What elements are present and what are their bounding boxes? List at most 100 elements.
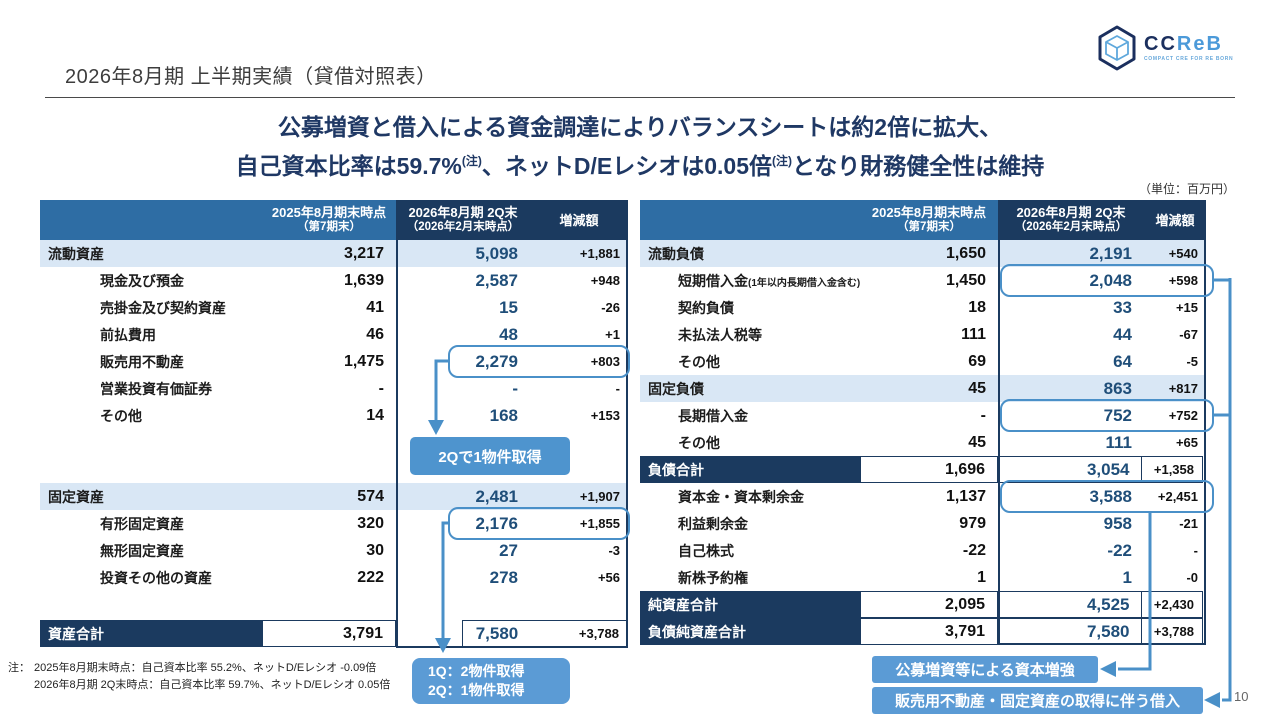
- value-2026: 2,587: [475, 270, 518, 290]
- value-2026: 64: [1113, 351, 1132, 371]
- column-header-2025-main: 2025年8月期末時点: [271, 205, 387, 220]
- table-row: 資本金・資本剰余金 1,137 3,588 +2,451: [640, 483, 1206, 510]
- value-diff: +817: [1168, 381, 1198, 396]
- table-row: 現金及び預金 1,639 2,587 +948: [40, 267, 628, 294]
- value-2026: 752: [1103, 405, 1132, 425]
- column-header-2025: 2025年8月期末時点 （第7期末）: [262, 205, 396, 235]
- row-label: 自己株式: [678, 542, 734, 559]
- table-header-now: 2026年8月期 2Q末 （2026年2月末時点） 増減額: [998, 200, 1206, 240]
- value-2025: 30: [366, 541, 384, 559]
- column-header-2026-sub: （2026年2月末時点）: [1014, 221, 1128, 233]
- column-header-2026-main: 2026年8月期 2Q末: [408, 205, 518, 220]
- value-2025: 41: [366, 298, 384, 316]
- row-label: 資産合計: [40, 620, 262, 647]
- value-diff: -5: [1186, 354, 1198, 369]
- value-2026: 3,588: [1089, 486, 1132, 506]
- value-2025: 1,137: [945, 487, 986, 505]
- value-diff: -0: [1186, 570, 1198, 585]
- column-header-2026-sub: （2026年2月末時点）: [406, 221, 520, 233]
- value-2025: 111: [961, 325, 986, 343]
- row-label: 純資産合計: [640, 591, 860, 618]
- value-diff: +15: [1175, 300, 1198, 315]
- table-row: その他 69 64 -5: [640, 348, 1206, 375]
- table-row: その他 14 168 +153: [40, 402, 628, 429]
- row-label: 利益剰余金: [678, 515, 748, 532]
- value-2025: 46: [366, 325, 384, 343]
- row-label: 固定資産: [48, 488, 104, 505]
- table-row: 契約負債 18 33 +15: [640, 294, 1206, 321]
- column-header-2025-sub: （第7期末）: [897, 221, 961, 233]
- column-header-diff: 増減額: [1155, 212, 1195, 228]
- value-2025: 2,095: [860, 591, 998, 618]
- value-2025: 3,217: [343, 244, 384, 262]
- row-label: 新株予約権: [678, 569, 748, 586]
- value-diff: +803: [590, 354, 620, 369]
- row-label: その他: [678, 353, 720, 370]
- callout-borrowing: 販売用不動産・固定資産の取得に伴う借入: [872, 687, 1203, 714]
- row-label: 短期借入金(1年以内長期借入金含む): [678, 272, 861, 289]
- total-row-spacer: [396, 620, 462, 647]
- logo-brand: CCReB: [1144, 33, 1223, 55]
- table-row: 新株予約権 1 1 -0: [640, 564, 1206, 591]
- value-diff: +1,855: [579, 516, 620, 531]
- row-label: 資本金・資本剰余金: [678, 488, 804, 505]
- value-2026: 7,580: [475, 623, 519, 643]
- value-diff: +598: [1168, 273, 1198, 288]
- title-divider: [45, 97, 1235, 98]
- row-label: その他: [100, 407, 142, 424]
- value-diff: +3,788: [1141, 618, 1203, 645]
- column-header-2025-sub: （第7期末）: [297, 221, 361, 233]
- table-row: 短期借入金(1年以内長期借入金含む) 1,450 2,048 +598: [640, 267, 1206, 294]
- table-row: 固定負債 45 863 +817: [640, 375, 1206, 402]
- table-row: 利益剰余金 979 958 -21: [640, 510, 1206, 537]
- value-2025: 1,475: [343, 352, 384, 370]
- value-2026: 27: [499, 540, 518, 560]
- row-label: 営業投資有価証券: [100, 380, 212, 397]
- value-2025: 1,639: [343, 271, 384, 289]
- column-header-2026: 2026年8月期 2Q末 （2026年2月末時点）: [998, 205, 1144, 235]
- value-2026: 15: [499, 297, 518, 317]
- value-diff: +948: [590, 273, 620, 288]
- row-label: 現金及び預金: [100, 272, 184, 289]
- table-header: 2025年8月期末時点 （第7期末） 2026年8月期 2Q末 （2026年2月末時点…: [40, 200, 628, 240]
- value-diff: +2,451: [1157, 489, 1198, 504]
- value-2026: 2,048: [1089, 270, 1132, 290]
- value-2025: -22: [962, 541, 986, 559]
- value-diff: +752: [1168, 408, 1198, 423]
- table-row: 前払費用 46 48 +1: [40, 321, 628, 348]
- ccreb-logo: CCReB COMPACT CRE FOR RE BORN: [1096, 24, 1246, 72]
- value-diff: +3,788: [578, 626, 619, 641]
- value-2026: 2,176: [475, 513, 518, 533]
- footnotes: 注： 2025年8月期末時点：自己資本比率 55.2%、ネットD/Eレシオ -0…: [8, 660, 390, 694]
- value-2025: 1,650: [945, 244, 986, 262]
- value-diff: +1,881: [579, 246, 620, 261]
- value-diff: -: [1193, 543, 1198, 558]
- assets-table: 2025年8月期末時点 （第7期末） 2026年8月期 2Q末 （2026年2月末時点…: [40, 200, 630, 648]
- value-2025: 45: [968, 379, 986, 397]
- value-2026: 2,481: [475, 486, 518, 506]
- value-2026: 278: [489, 567, 518, 587]
- table-row: 未払法人税等 111 44 -67: [640, 321, 1206, 348]
- value-2026: 33: [1113, 297, 1132, 317]
- value-diff: -: [615, 381, 620, 396]
- table-header-now: 2026年8月期 2Q末 （2026年2月末時点） 増減額: [396, 200, 628, 240]
- table-row: 営業投資有価証券 - - -: [40, 375, 628, 402]
- table-header: 2025年8月期末時点 （第7期末） 2026年8月期 2Q末 （2026年2月末時点…: [640, 200, 1206, 240]
- value-diff: -26: [601, 300, 620, 315]
- table-row: 無形固定資産 30 27 -3: [40, 537, 628, 564]
- value-2026: 111: [1105, 432, 1133, 452]
- value-2026: 2,279: [475, 351, 518, 371]
- value-2026: 1: [1122, 567, 1132, 587]
- value-2026: 863: [1103, 378, 1132, 398]
- row-label: 売掛金及び契約資産: [100, 299, 226, 316]
- value-2026: -: [512, 378, 518, 398]
- value-diff: +65: [1175, 435, 1198, 450]
- logo-tagline: COMPACT CRE FOR RE BORN: [1144, 56, 1234, 62]
- value-2025: 1,450: [945, 271, 986, 289]
- value-2026: -22: [1107, 540, 1132, 560]
- column-header-2025-main: 2025年8月期末時点: [871, 205, 987, 220]
- row-label: 負債純資産合計: [640, 618, 860, 645]
- value-2025: -: [378, 379, 384, 397]
- table-row: 販売用不動産 1,475 2,279 +803: [40, 348, 628, 375]
